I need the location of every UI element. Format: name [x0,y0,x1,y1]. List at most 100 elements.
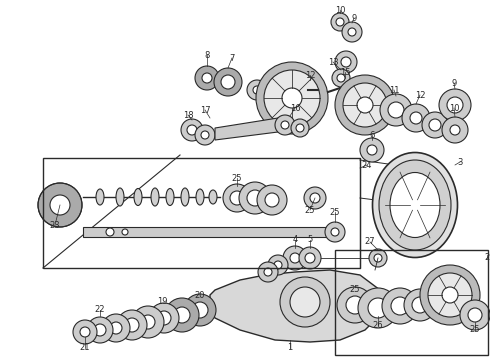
Text: 24: 24 [362,161,372,170]
Circle shape [305,253,315,263]
Circle shape [50,195,70,215]
Text: 17: 17 [200,105,210,114]
Ellipse shape [196,189,204,205]
Circle shape [348,28,356,36]
Ellipse shape [209,190,217,204]
Circle shape [283,246,307,270]
Ellipse shape [116,188,124,206]
Circle shape [94,324,106,336]
Bar [83,227,340,237]
Text: 19: 19 [157,297,167,306]
Circle shape [125,318,139,332]
Circle shape [274,261,282,269]
Circle shape [335,75,395,135]
Circle shape [382,288,418,324]
Circle shape [201,131,209,139]
Circle shape [192,302,208,318]
Circle shape [264,268,272,276]
Circle shape [195,66,219,90]
Text: 20: 20 [195,291,205,300]
Circle shape [102,314,130,342]
Ellipse shape [372,153,458,257]
Text: 12: 12 [415,90,425,99]
Circle shape [258,262,278,282]
Circle shape [304,187,326,209]
Circle shape [110,322,122,334]
Text: 25: 25 [232,174,242,183]
Circle shape [369,249,387,267]
Ellipse shape [166,189,174,206]
Circle shape [117,310,147,340]
Circle shape [299,247,321,269]
Circle shape [187,125,197,135]
Ellipse shape [134,189,142,206]
Ellipse shape [390,172,440,238]
Text: 23: 23 [49,220,60,230]
Circle shape [280,277,330,327]
Circle shape [38,183,82,227]
Circle shape [174,307,190,323]
Text: 7: 7 [229,54,235,63]
Circle shape [73,320,97,344]
Circle shape [336,18,344,26]
Text: 16: 16 [290,104,300,112]
Text: 9: 9 [351,14,357,23]
Circle shape [230,191,244,205]
Ellipse shape [96,189,104,205]
Circle shape [195,125,215,145]
Text: 6: 6 [369,131,375,140]
Circle shape [335,51,357,73]
Bar [335,250,488,355]
Circle shape [281,121,289,129]
Text: 21: 21 [80,343,90,352]
Circle shape [265,193,279,207]
Circle shape [404,289,436,321]
Circle shape [368,298,388,318]
Text: 10: 10 [449,104,459,112]
Circle shape [214,68,242,96]
Circle shape [256,62,328,134]
Circle shape [122,229,128,235]
Ellipse shape [379,160,451,250]
Circle shape [429,119,441,131]
Circle shape [106,228,114,236]
Circle shape [358,288,398,328]
Circle shape [468,308,482,322]
Circle shape [412,297,428,313]
Circle shape [264,70,320,126]
Circle shape [439,89,471,121]
Circle shape [442,117,468,143]
Text: 26: 26 [373,320,383,329]
Circle shape [337,74,345,82]
Circle shape [310,193,320,203]
Circle shape [291,119,309,137]
Circle shape [442,287,458,303]
Text: 25: 25 [330,207,340,216]
Circle shape [296,124,304,132]
Circle shape [223,184,251,212]
Circle shape [87,317,113,343]
Text: 9: 9 [451,78,457,87]
Text: 25: 25 [350,285,360,294]
Circle shape [374,254,382,262]
Circle shape [342,22,362,42]
Text: 25: 25 [470,325,480,334]
Text: 1: 1 [287,343,293,352]
Circle shape [184,294,216,326]
Circle shape [447,97,463,113]
Ellipse shape [151,188,159,206]
Circle shape [268,255,288,275]
Circle shape [149,303,179,333]
Bar [43,158,360,268]
Circle shape [332,69,350,87]
Circle shape [282,88,302,108]
Circle shape [275,115,295,135]
Circle shape [325,222,345,242]
Circle shape [380,94,412,126]
Text: 15: 15 [340,68,350,77]
Text: 11: 11 [389,86,399,95]
Circle shape [343,83,387,127]
Circle shape [346,296,364,314]
Text: 27: 27 [365,238,375,247]
Circle shape [388,102,404,118]
